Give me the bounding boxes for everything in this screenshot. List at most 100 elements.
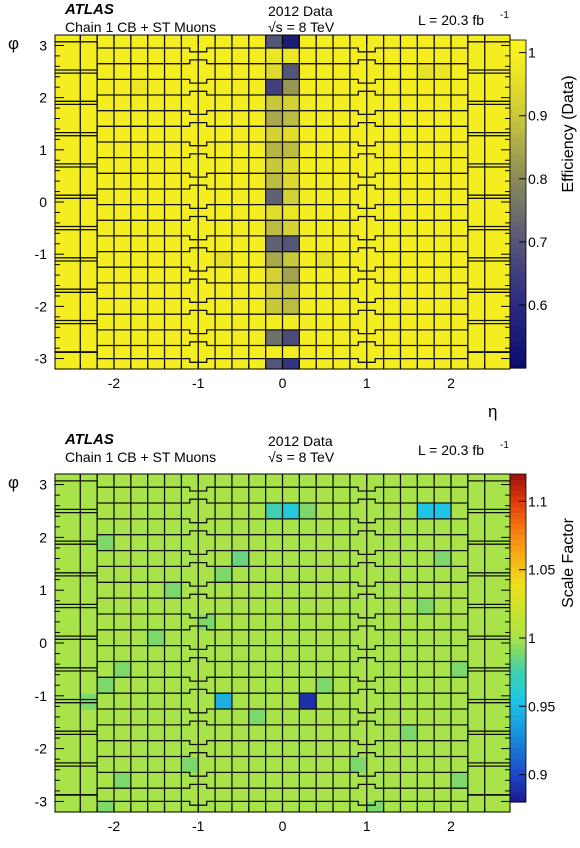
- color-bar-step: [510, 791, 526, 798]
- heatmap-cell: [451, 677, 469, 694]
- color-bar-step: [510, 269, 526, 276]
- heatmap-cell: [248, 661, 267, 678]
- heatmap-cell: [434, 157, 452, 174]
- heatmap-cell: [282, 329, 300, 347]
- heatmap-cell: [248, 235, 267, 253]
- heatmap-cell: [282, 63, 300, 80]
- heatmap-cell: [198, 788, 216, 803]
- heatmap-cell: [130, 801, 149, 813]
- heatmap-cell: [400, 709, 418, 726]
- heatmap-cell: [215, 298, 233, 315]
- heatmap-cell: [400, 772, 418, 789]
- x-tick-label: 2: [447, 818, 455, 834]
- color-bar-step: [510, 730, 526, 737]
- heatmap-cell: [164, 801, 182, 813]
- heatmap-cell: [417, 629, 435, 647]
- heatmap-cell: [383, 487, 402, 504]
- color-bar-tick-label: 1: [528, 45, 536, 61]
- heatmap-cell: [164, 188, 182, 206]
- heatmap-cell: [383, 267, 402, 284]
- heatmap-cell: [130, 173, 149, 190]
- heatmap-cell: [97, 518, 115, 536]
- heatmap-cell: [383, 474, 402, 488]
- color-bar-step: [510, 264, 526, 271]
- heatmap-cell: [400, 79, 418, 96]
- heatmap-cell: [181, 95, 199, 112]
- heatmap-cell: [400, 677, 418, 694]
- heatmap-cell: [316, 474, 334, 488]
- heatmap-cell: [333, 141, 351, 159]
- heatmap-cell: [248, 173, 267, 190]
- heatmap-cell: [467, 126, 486, 143]
- heatmap-cell: [400, 95, 418, 112]
- color-bar-step: [510, 561, 526, 568]
- heatmap-cell: [282, 566, 300, 583]
- heatmap-cell: [231, 645, 250, 663]
- heatmap-cell: [299, 48, 317, 65]
- heatmap-cell: [130, 204, 149, 221]
- heatmap-cell: [113, 220, 132, 237]
- heatmap-cell: [55, 251, 81, 268]
- heatmap-cell: [333, 487, 351, 504]
- heatmap-cell: [400, 740, 418, 758]
- heatmap-cell: [299, 534, 317, 552]
- heatmap-cell: [299, 345, 317, 360]
- heatmap-cell: [383, 677, 402, 694]
- heatmap-cell: [55, 693, 81, 710]
- color-bar-frame: [509, 39, 527, 369]
- heatmap-cell: [265, 126, 284, 143]
- heatmap-cell: [265, 709, 284, 726]
- heatmap-cell: [417, 756, 435, 773]
- heatmap-cell: [484, 756, 511, 773]
- heatmap-cell: [400, 613, 418, 631]
- heatmap-cell: [198, 693, 216, 710]
- color-bar-step: [510, 351, 526, 358]
- heatmap-cell: [366, 801, 385, 813]
- heatmap-cell: [451, 126, 469, 143]
- sector-grid: [55, 35, 510, 369]
- heatmap-cell: [215, 474, 233, 488]
- heatmap-cell: [434, 79, 452, 96]
- heatmap-cell: [451, 235, 469, 253]
- heatmap-cell: [97, 173, 115, 190]
- heatmap-cell: [55, 79, 81, 96]
- heatmap-cell: [484, 63, 511, 80]
- heatmap-cell: [80, 534, 98, 552]
- heatmap-cell: [434, 188, 452, 206]
- heatmap-cell: [349, 63, 368, 80]
- heatmap-cell: [366, 756, 385, 773]
- heatmap-cell: [248, 598, 267, 615]
- heatmap-cell: [181, 282, 199, 300]
- heatmap-cell: [383, 48, 402, 65]
- heatmap-cell: [231, 661, 250, 678]
- heatmap-cell: [215, 95, 233, 112]
- color-bar-step: [510, 648, 526, 655]
- heatmap-cell: [97, 598, 115, 615]
- heatmap-cell: [282, 95, 300, 112]
- heatmap-cell: [265, 220, 284, 237]
- heatmap-cell: [265, 267, 284, 284]
- color-bar-step: [510, 627, 526, 634]
- heatmap-cell: [164, 79, 182, 96]
- heatmap-cell: [383, 550, 402, 568]
- color-bar-step: [510, 291, 526, 298]
- heatmap-cell: [400, 110, 418, 127]
- heatmap-cell: [147, 487, 166, 504]
- heatmap-cell: [434, 709, 452, 726]
- heatmap-cell: [434, 550, 452, 568]
- heatmap-cell: [80, 173, 98, 190]
- heatmap-cell: [434, 693, 452, 710]
- heatmap-cell: [484, 661, 511, 678]
- heatmap-cell: [130, 503, 149, 520]
- heatmap-cell: [80, 772, 98, 789]
- heatmap-cell: [248, 629, 267, 647]
- heatmap-cell: [333, 173, 351, 190]
- heatmap-cell: [248, 474, 267, 488]
- heatmap-cell: [383, 220, 402, 237]
- heatmap-cell: [299, 126, 317, 143]
- heatmap-cell: [434, 756, 452, 773]
- heatmap-cell: [147, 550, 166, 568]
- heatmap-cell: [417, 35, 435, 49]
- heatmap-cell: [113, 801, 132, 813]
- heatmap-cell: [248, 63, 267, 80]
